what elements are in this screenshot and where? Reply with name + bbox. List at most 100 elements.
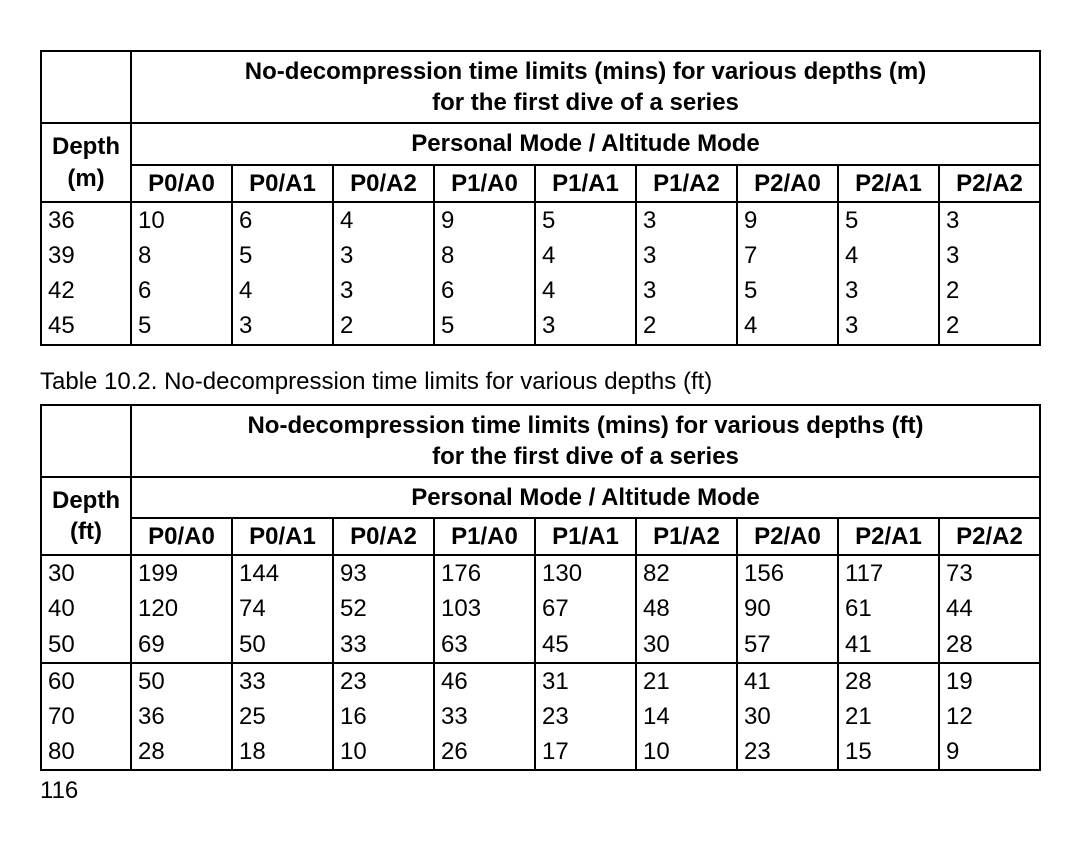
value-cell: 5: [737, 273, 838, 308]
depth-header-m-l1: Depth: [52, 133, 120, 160]
value-cell: 4: [333, 202, 434, 238]
value-cell: 8: [131, 238, 232, 273]
value-cell: 25: [232, 699, 333, 734]
depth-cell: 50: [41, 627, 131, 663]
value-cell: 3: [838, 273, 939, 308]
value-cell: 28: [131, 734, 232, 770]
value-cell: 82: [636, 555, 737, 591]
blank-corner: [41, 51, 131, 123]
value-cell: 69: [131, 627, 232, 663]
decompression-table-m: No-decompression time limits (mins) for …: [40, 50, 1041, 346]
value-cell: 2: [636, 308, 737, 344]
value-cell: 21: [636, 663, 737, 699]
value-cell: 28: [939, 627, 1040, 663]
value-cell: 9: [939, 734, 1040, 770]
value-cell: 9: [434, 202, 535, 238]
depth-header-m: Depth (m): [41, 123, 131, 201]
value-cell: 50: [131, 663, 232, 699]
value-cell: 3: [838, 308, 939, 344]
value-cell: 3: [939, 238, 1040, 273]
value-cell: 63: [434, 627, 535, 663]
depth-header-m-l2: (m): [67, 165, 104, 192]
value-cell: 46: [434, 663, 535, 699]
value-cell: 19: [939, 663, 1040, 699]
col-header: P2/A1: [838, 518, 939, 555]
value-cell: 103: [434, 591, 535, 626]
value-cell: 199: [131, 555, 232, 591]
page-number: 116: [40, 777, 1040, 805]
col-header: P1/A0: [434, 165, 535, 202]
value-cell: 23: [535, 699, 636, 734]
value-cell: 50: [232, 627, 333, 663]
value-cell: 90: [737, 591, 838, 626]
col-header: P0/A1: [232, 165, 333, 202]
value-cell: 41: [737, 663, 838, 699]
table-title-ft: No-decompression time limits (mins) for …: [131, 405, 1040, 477]
value-cell: 4: [737, 308, 838, 344]
value-cell: 4: [838, 238, 939, 273]
mode-header-row-m: Depth (m) Personal Mode / Altitude Mode: [41, 123, 1040, 164]
value-cell: 2: [939, 308, 1040, 344]
col-header-row-m: P0/A0 P0/A1 P0/A2 P1/A0 P1/A1 P1/A2 P2/A…: [41, 165, 1040, 202]
table-row: 60 50 33 23 46 31 21 41 28 19: [41, 663, 1040, 699]
col-header: P1/A2: [636, 518, 737, 555]
table-title-ft-l2: for the first dive of a series: [432, 443, 739, 470]
value-cell: 18: [232, 734, 333, 770]
col-header: P1/A0: [434, 518, 535, 555]
value-cell: 8: [434, 238, 535, 273]
value-cell: 26: [434, 734, 535, 770]
depth-cell: 30: [41, 555, 131, 591]
col-header: P1/A1: [535, 518, 636, 555]
table-title-m-l2: for the first dive of a series: [432, 89, 739, 116]
value-cell: 3: [333, 238, 434, 273]
value-cell: 45: [535, 627, 636, 663]
value-cell: 4: [232, 273, 333, 308]
depth-cell: 42: [41, 273, 131, 308]
value-cell: 52: [333, 591, 434, 626]
title-row-ft: No-decompression time limits (mins) for …: [41, 405, 1040, 477]
value-cell: 5: [535, 202, 636, 238]
value-cell: 33: [232, 663, 333, 699]
mode-header-m: Personal Mode / Altitude Mode: [131, 123, 1040, 164]
value-cell: 23: [737, 734, 838, 770]
table-row: 36 10 6 4 9 5 3 9 5 3: [41, 202, 1040, 238]
value-cell: 2: [939, 273, 1040, 308]
value-cell: 117: [838, 555, 939, 591]
value-cell: 3: [333, 273, 434, 308]
value-cell: 44: [939, 591, 1040, 626]
depth-header-ft-l2: (ft): [70, 518, 102, 545]
depth-cell: 40: [41, 591, 131, 626]
value-cell: 67: [535, 591, 636, 626]
value-cell: 3: [636, 273, 737, 308]
col-header: P0/A0: [131, 518, 232, 555]
value-cell: 93: [333, 555, 434, 591]
value-cell: 15: [838, 734, 939, 770]
value-cell: 30: [636, 627, 737, 663]
depth-cell: 60: [41, 663, 131, 699]
table-title-m-l1: No-decompression time limits (mins) for …: [245, 58, 926, 85]
mode-header-row-ft: Depth (ft) Personal Mode / Altitude Mode: [41, 477, 1040, 518]
value-cell: 130: [535, 555, 636, 591]
value-cell: 5: [232, 238, 333, 273]
value-cell: 6: [232, 202, 333, 238]
value-cell: 5: [434, 308, 535, 344]
value-cell: 28: [838, 663, 939, 699]
col-header: P0/A0: [131, 165, 232, 202]
col-header: P2/A0: [737, 518, 838, 555]
value-cell: 4: [535, 238, 636, 273]
value-cell: 36: [131, 699, 232, 734]
value-cell: 6: [434, 273, 535, 308]
col-header: P0/A2: [333, 518, 434, 555]
value-cell: 31: [535, 663, 636, 699]
table-row: 45 5 3 2 5 3 2 4 3 2: [41, 308, 1040, 344]
col-header: P2/A1: [838, 165, 939, 202]
value-cell: 5: [838, 202, 939, 238]
value-cell: 33: [434, 699, 535, 734]
value-cell: 16: [333, 699, 434, 734]
value-cell: 21: [838, 699, 939, 734]
value-cell: 6: [131, 273, 232, 308]
table-row: 80 28 18 10 26 17 10 23 15 9: [41, 734, 1040, 770]
value-cell: 12: [939, 699, 1040, 734]
value-cell: 156: [737, 555, 838, 591]
value-cell: 17: [535, 734, 636, 770]
